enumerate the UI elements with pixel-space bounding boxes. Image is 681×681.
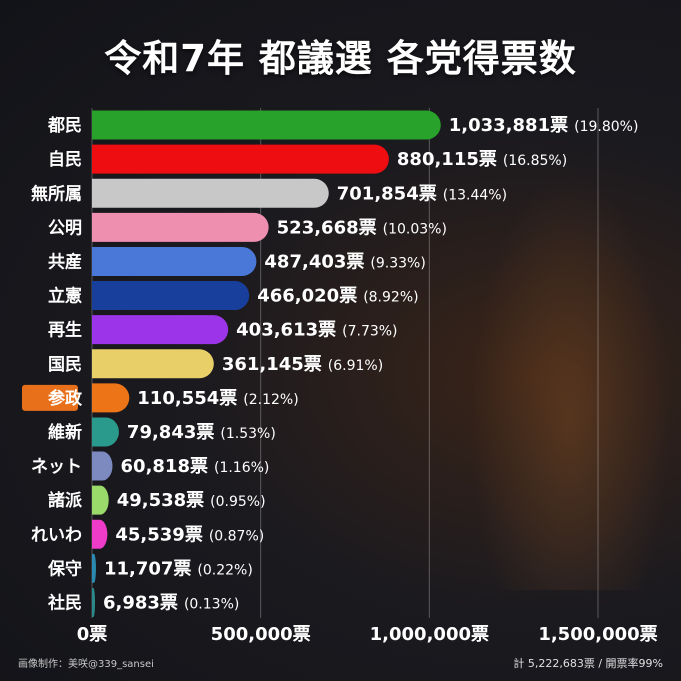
value-number: 403,613票	[236, 320, 336, 341]
bar	[92, 246, 257, 276]
bar	[92, 110, 441, 140]
value-percent: (2.12%)	[243, 392, 298, 408]
value-labels: 1,033,881票 (19.80%) 880,115票 (16.85%) 701,85…	[103, 115, 638, 613]
value-percent: (8.92%)	[363, 290, 418, 306]
x-tick-label: 0票	[77, 624, 108, 645]
bar	[92, 212, 269, 242]
value-label: 361,145票 (6.91%)	[222, 354, 383, 375]
value-label: 6,983票 (0.13%)	[103, 592, 239, 613]
value-percent: (13.44%)	[443, 187, 507, 203]
page-title: 令和7年 都議選 各党得票数	[104, 37, 577, 80]
bar	[92, 451, 113, 481]
value-label: 487,403票 (9.33%)	[264, 251, 425, 272]
category-label: 立憲	[48, 286, 82, 307]
value-percent: (0.13%)	[184, 596, 239, 612]
value-percent: (1.53%)	[220, 426, 275, 442]
category-label: 無所属	[31, 183, 82, 204]
category-label: ネット	[31, 457, 82, 477]
bar	[92, 485, 109, 515]
category-label: 維新	[48, 422, 82, 443]
category-label: 諸派	[48, 490, 83, 511]
value-percent: (0.95%)	[210, 494, 265, 510]
x-tick-label: 1,000,000票	[370, 624, 489, 645]
bar	[92, 553, 96, 583]
value-label: 60,818票 (1.16%)	[121, 456, 270, 477]
category-label: 都民	[47, 115, 82, 136]
x-axis-ticks: 0票 500,000票 1,000,000票 1,500,000票	[77, 624, 658, 645]
value-number: 45,539票	[115, 524, 202, 545]
value-label: 880,115票 (16.85%)	[397, 149, 567, 170]
value-number: 361,145票	[222, 354, 322, 375]
category-label: 参政	[48, 388, 83, 409]
value-percent: (0.87%)	[209, 528, 264, 544]
value-number: 49,538票	[117, 490, 204, 511]
bar	[92, 587, 95, 617]
value-percent: (19.80%)	[574, 119, 638, 135]
value-percent: (10.03%)	[383, 221, 447, 237]
credit-text: 画像制作：美咲@339_sansei	[18, 659, 154, 670]
value-number: 6,983票	[103, 592, 178, 613]
value-percent: (9.33%)	[370, 255, 425, 271]
value-number: 60,818票	[121, 456, 208, 477]
bar	[92, 281, 250, 311]
value-number: 110,554票	[137, 388, 237, 409]
value-label: 523,668票 (10.03%)	[277, 217, 447, 238]
bar	[92, 315, 229, 345]
category-label: 再生	[48, 320, 82, 341]
value-label: 11,707票 (0.22%)	[104, 558, 253, 579]
category-label: 自民	[48, 149, 82, 170]
value-number: 79,843票	[127, 422, 214, 443]
value-number: 487,403票	[264, 251, 364, 272]
category-label: 保守	[47, 558, 82, 579]
bar	[92, 519, 108, 549]
x-tick-label: 500,000票	[211, 624, 311, 645]
summary-text: 計 5,222,683票 / 開票率99%	[513, 657, 663, 670]
bars-group	[92, 110, 441, 617]
value-label: 701,854票 (13.44%)	[337, 183, 507, 204]
value-percent: (7.73%)	[342, 324, 397, 340]
value-number: 466,020票	[257, 286, 357, 307]
value-number: 11,707票	[104, 558, 191, 579]
value-label: 49,538票 (0.95%)	[117, 490, 266, 511]
category-label: れいわ	[31, 525, 82, 545]
bar	[92, 417, 119, 447]
category-label: 国民	[48, 355, 82, 375]
category-highlight-box	[22, 384, 78, 411]
category-label: 社民	[47, 592, 82, 613]
value-label: 110,554票 (2.12%)	[137, 388, 298, 409]
bar	[92, 144, 389, 174]
value-percent: (1.16%)	[214, 460, 269, 476]
bar	[92, 383, 130, 413]
bar	[92, 349, 214, 379]
value-number: 880,115票	[397, 149, 497, 170]
bar	[92, 178, 329, 208]
category-label: 共産	[48, 251, 82, 272]
value-percent: (6.91%)	[328, 358, 383, 374]
value-percent: (0.22%)	[197, 562, 252, 578]
value-label: 79,843票 (1.53%)	[127, 422, 276, 443]
category-label: 公明	[48, 218, 82, 238]
value-percent: (16.85%)	[503, 153, 567, 169]
value-label: 1,033,881票 (19.80%)	[449, 115, 639, 136]
value-label: 403,613票 (7.73%)	[236, 320, 397, 341]
value-number: 523,668票	[277, 217, 377, 238]
x-tick-label: 1,500,000票	[538, 624, 657, 645]
value-label: 466,020票 (8.92%)	[257, 286, 418, 307]
value-label: 45,539票 (0.87%)	[115, 524, 264, 545]
value-number: 701,854票	[337, 183, 437, 204]
value-number: 1,033,881票	[449, 115, 568, 136]
